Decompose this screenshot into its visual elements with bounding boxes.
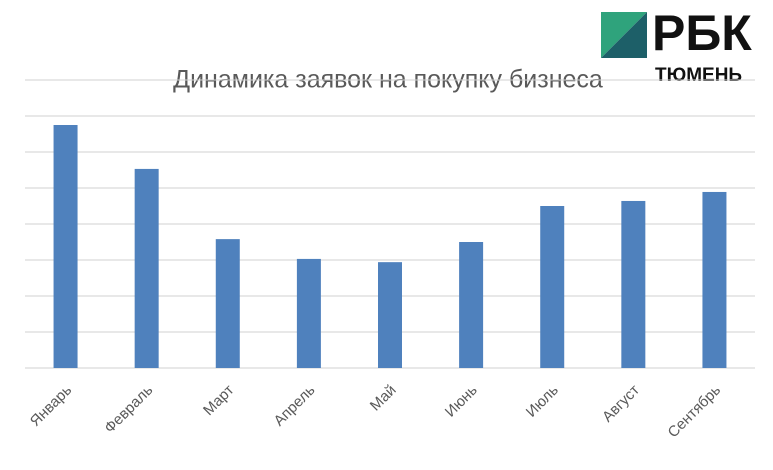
bar: [296, 258, 321, 368]
bar: [702, 191, 727, 368]
logo-region: ТЮМЕНЬ: [655, 65, 742, 86]
bar: [540, 206, 565, 368]
bar: [459, 242, 484, 368]
logo-mark-teal: [601, 12, 647, 58]
bar: [215, 239, 240, 368]
logo-name: РБК: [652, 5, 752, 61]
bar: [378, 262, 402, 368]
bar: [53, 125, 78, 368]
bar: [621, 200, 646, 368]
bar: [134, 168, 159, 368]
logo: РБК ТЮМЕНЬ: [601, 5, 752, 86]
